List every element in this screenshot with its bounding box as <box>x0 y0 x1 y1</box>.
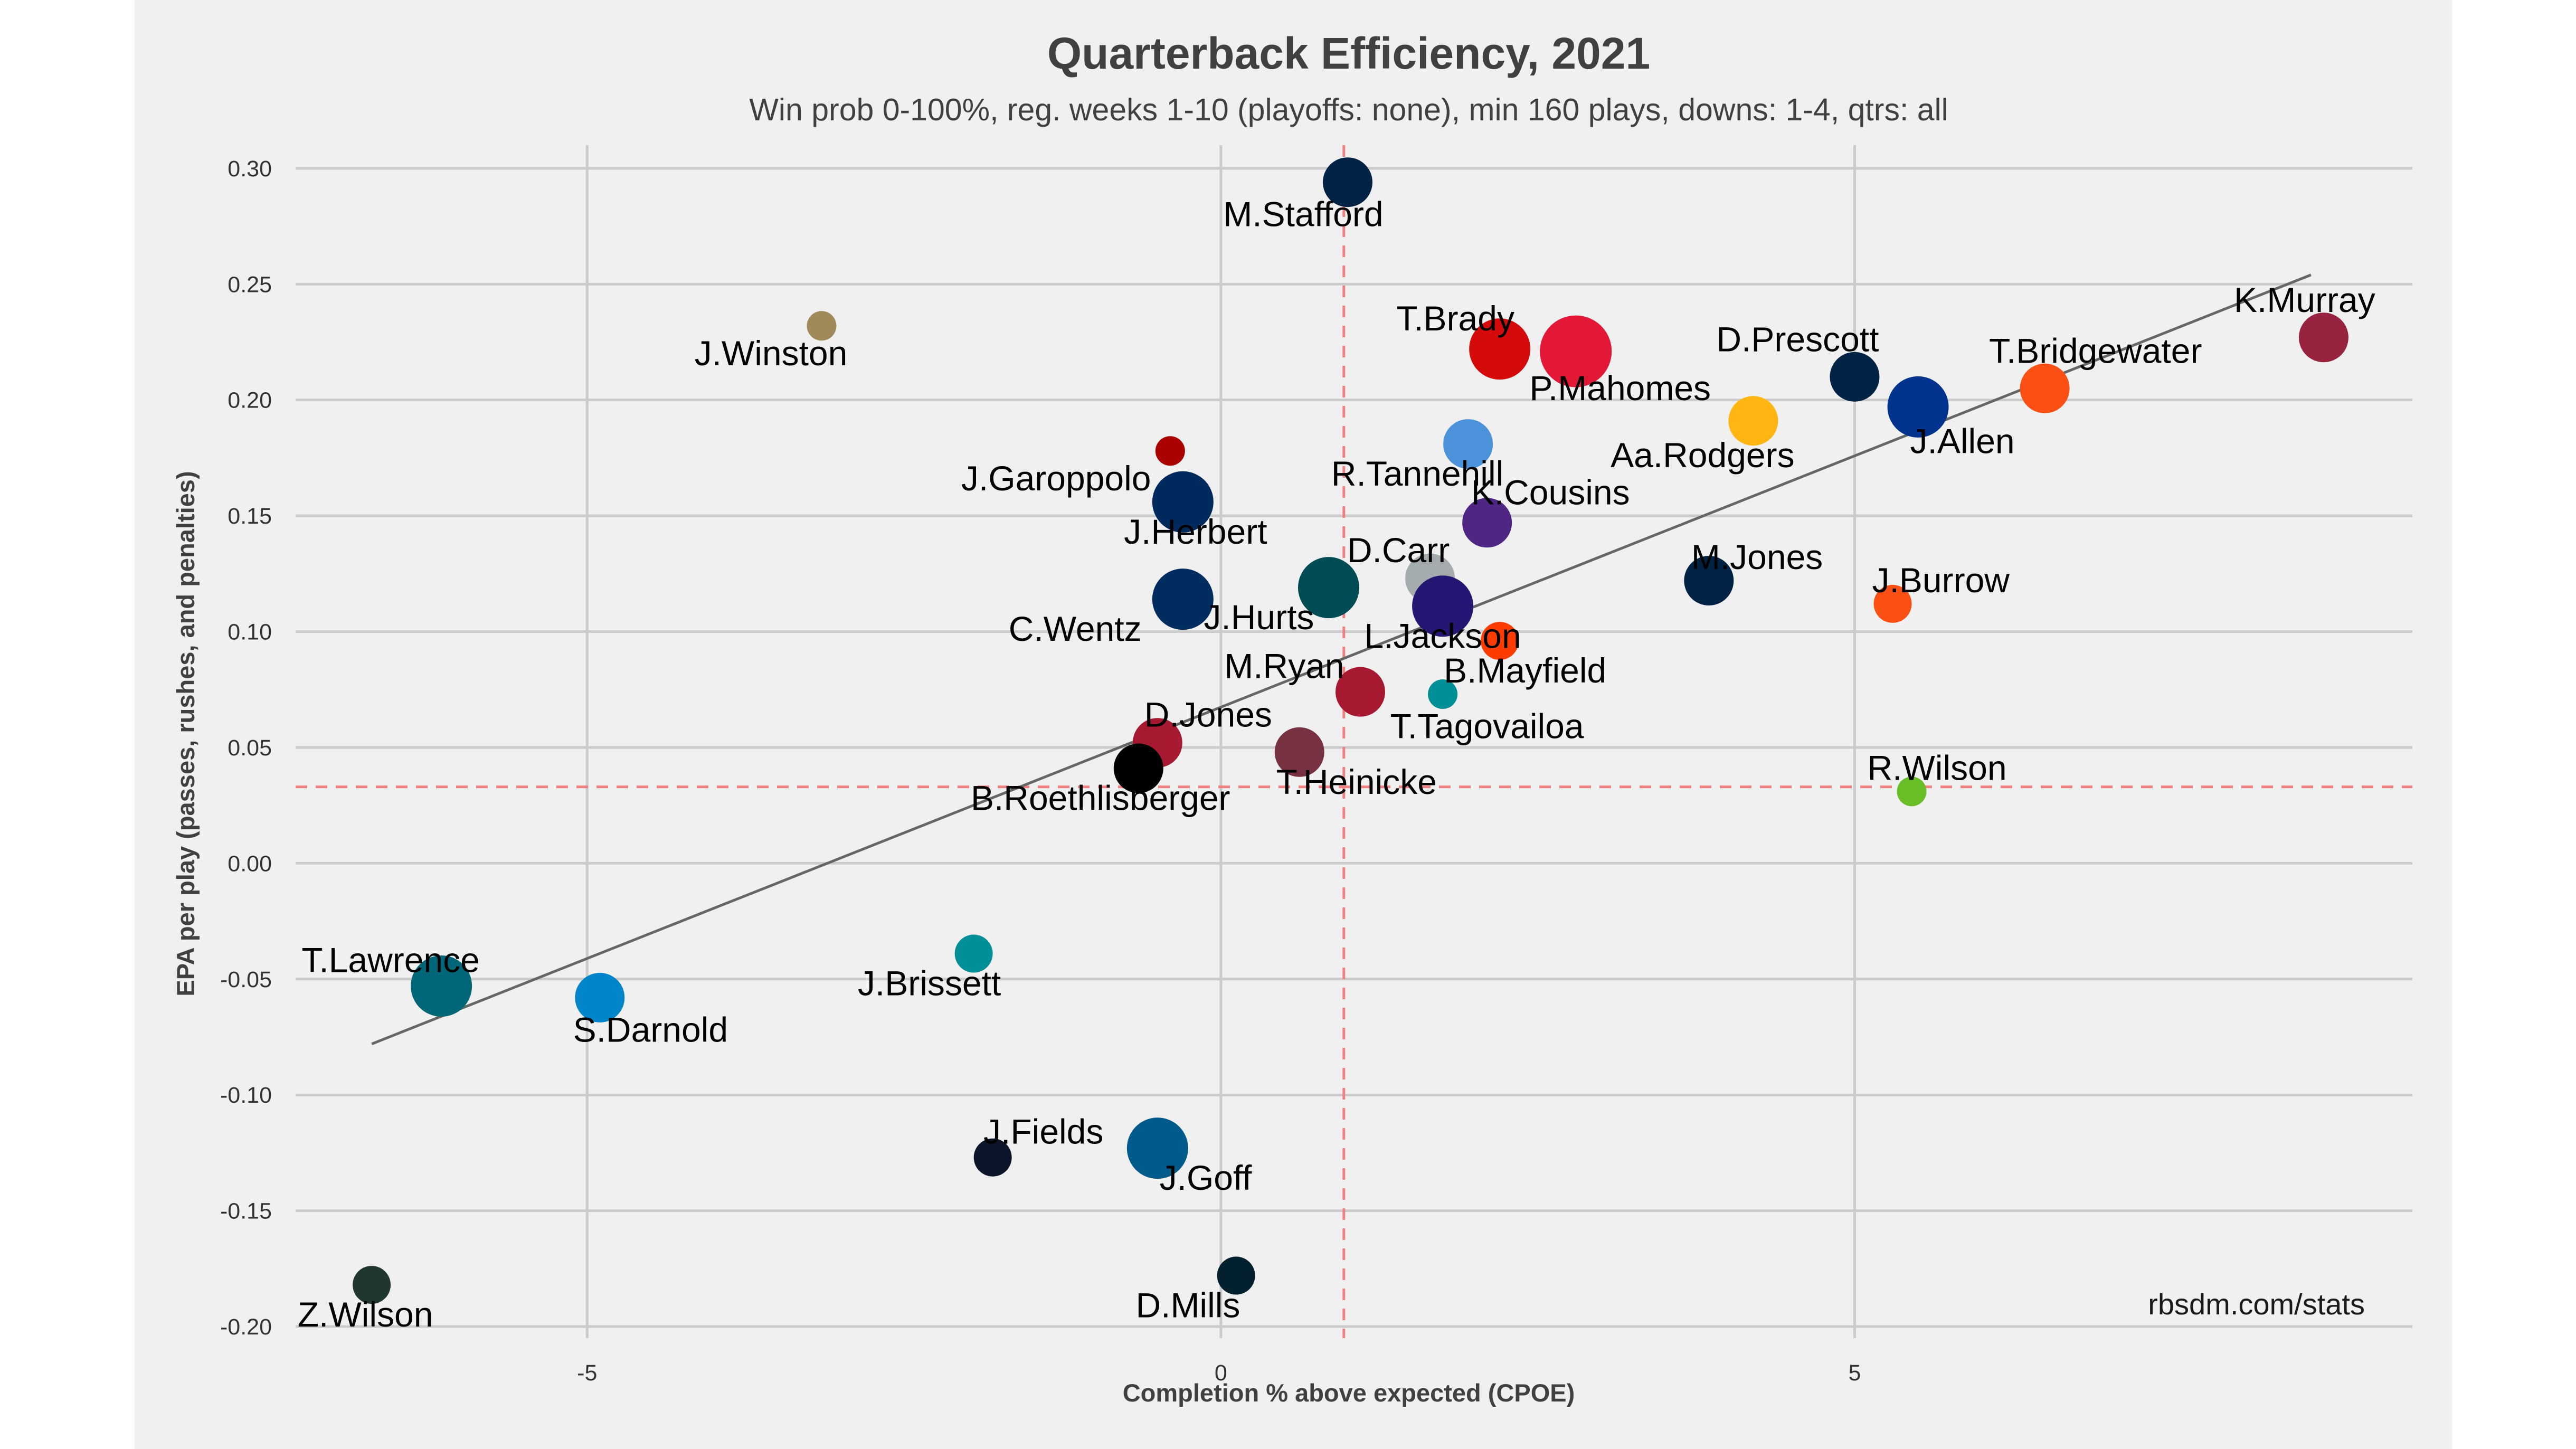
label-t-brady: T.Brady <box>1396 299 1514 338</box>
label-j-goff: J.Goff <box>1160 1158 1253 1197</box>
point-z-wilson <box>353 1266 391 1304</box>
y-axis-title: EPA per play (passes, rushes, and penalt… <box>172 471 200 996</box>
y-tick-label: 0.00 <box>228 851 272 876</box>
point-p-mahomes <box>1540 315 1612 387</box>
x-tick-label: 0 <box>1215 1360 1227 1386</box>
point-r-wilson <box>1897 776 1927 807</box>
point-m-stafford <box>1322 157 1372 207</box>
label-k-cousins: K.Cousins <box>1471 472 1630 512</box>
axis-ticks: 0.30 0.25 0.20 0.15 0.10 0.05 0.00 -0.05 -0.10 -0… <box>220 156 1861 1386</box>
x-axis-title: Completion % above expected (CPOE) <box>1123 1379 1575 1407</box>
y-tick-label: -0.15 <box>220 1199 272 1224</box>
point-labels: M.Stafford J.Winston T.Brady P.MahomesD.Pre… <box>298 195 2375 1334</box>
point-j-hurts <box>1298 557 1359 619</box>
label-c-wentz: C.Wentz <box>1009 609 1142 648</box>
y-tick-label: 0.20 <box>228 388 272 413</box>
point-t-tagovailoa <box>1428 679 1458 709</box>
point-c-wentz <box>1152 569 1214 630</box>
point-t-heinicke <box>1274 727 1324 777</box>
point-r-tannehill <box>1443 419 1493 469</box>
label-j-hurts: J.Hurts <box>1204 598 1314 637</box>
label-r-wilson: R.Wilson <box>1868 748 2007 787</box>
label-d-jones: D.Jones <box>1144 695 1272 734</box>
y-tick-label: 0.10 <box>228 620 272 645</box>
label-aa-rodgers: Aa.Rodgers <box>1611 435 1795 475</box>
y-tick-label: -0.20 <box>220 1314 272 1340</box>
point-d-mills <box>1217 1256 1255 1295</box>
point-j-garoppolo <box>1155 436 1185 466</box>
label-m-jones: M.Jones <box>1691 537 1823 576</box>
label-l-jackson: L.Jackson <box>1364 616 1521 655</box>
label-j-burrow: J.Burrow <box>1872 561 2010 600</box>
reference-lines <box>296 145 2412 1338</box>
label-b-roethlisberger: B.Roethlisberger <box>971 779 1230 818</box>
label-t-heinicke: T.Heinicke <box>1276 762 1437 801</box>
y-tick-label: 0.25 <box>228 272 272 297</box>
label-s-darnold: S.Darnold <box>573 1010 728 1049</box>
point-j-burrow <box>1873 584 1912 623</box>
label-p-mahomes: P.Mahomes <box>1529 368 1711 408</box>
point-s-darnold <box>575 972 625 1022</box>
point-j-winston <box>807 311 837 341</box>
grid-lines <box>296 145 2412 1338</box>
point-l-jackson <box>1412 575 1474 637</box>
point-m-ryan <box>1336 667 1386 717</box>
label-t-lawrence: T.Lawrence <box>301 941 480 980</box>
y-tick-label: 0.05 <box>228 735 272 761</box>
point-m-jones <box>1684 556 1734 606</box>
label-m-ryan: M.Ryan <box>1224 646 1344 685</box>
label-t-bridgewater: T.Bridgewater <box>1989 332 2202 371</box>
y-tick-label: 0.15 <box>228 504 272 529</box>
point-j-goff <box>1126 1117 1188 1179</box>
y-tick-label: -0.05 <box>220 967 272 992</box>
label-j-garoppolo: J.Garoppolo <box>961 459 1151 498</box>
label-z-wilson: Z.Wilson <box>298 1295 433 1334</box>
label-j-fields: J.Fields <box>983 1112 1103 1151</box>
y-tick-label: -0.10 <box>220 1083 272 1108</box>
point-k-cousins <box>1462 498 1512 548</box>
label-k-murray: K.Murray <box>2234 280 2375 319</box>
point-j-herbert <box>1152 471 1214 533</box>
label-j-brissett: J.Brissett <box>858 964 1001 1003</box>
point-d-prescott <box>1830 352 1880 402</box>
label-j-herbert: J.Herbert <box>1124 512 1267 551</box>
point-aa-rodgers <box>1728 396 1778 446</box>
source-caption: rbsdm.com/stats <box>2148 1287 2365 1321</box>
label-b-mayfield: B.Mayfield <box>1444 651 1606 690</box>
label-m-stafford: M.Stafford <box>1223 195 1383 234</box>
point-j-allen <box>1887 376 1949 438</box>
point-j-fields <box>973 1138 1012 1177</box>
data-points <box>353 157 2348 1304</box>
label-j-allen: J.Allen <box>1910 422 2015 461</box>
point-b-roethlisberger <box>1113 743 1163 793</box>
point-t-bridgewater <box>2020 363 2070 413</box>
chart-title: Quarterback Efficiency, 2021 <box>1047 29 1650 78</box>
trend-line <box>371 273 2312 1046</box>
x-tick-label: 5 <box>1849 1360 1861 1386</box>
point-t-brady <box>1469 318 1531 380</box>
point-t-lawrence <box>411 955 472 1017</box>
label-d-prescott: D.Prescott <box>1716 320 1879 359</box>
chart-panel <box>135 0 2452 1449</box>
label-d-mills: D.Mills <box>1135 1286 1240 1325</box>
label-t-tagovailoa: T.Tagovailoa <box>1390 706 1584 745</box>
point-b-mayfield <box>1481 622 1519 660</box>
label-d-carr: D.Carr <box>1347 531 1450 570</box>
y-tick-label: 0.30 <box>228 156 272 182</box>
label-j-winston: J.Winston <box>695 334 848 373</box>
point-k-murray <box>2298 312 2348 363</box>
point-j-brissett <box>954 934 993 973</box>
x-tick-label: -5 <box>577 1360 597 1386</box>
label-r-tannehill: R.Tannehill <box>1331 454 1504 493</box>
chart-subtitle: Win prob 0-100%, reg. weeks 1-10 (playof… <box>749 92 1948 127</box>
